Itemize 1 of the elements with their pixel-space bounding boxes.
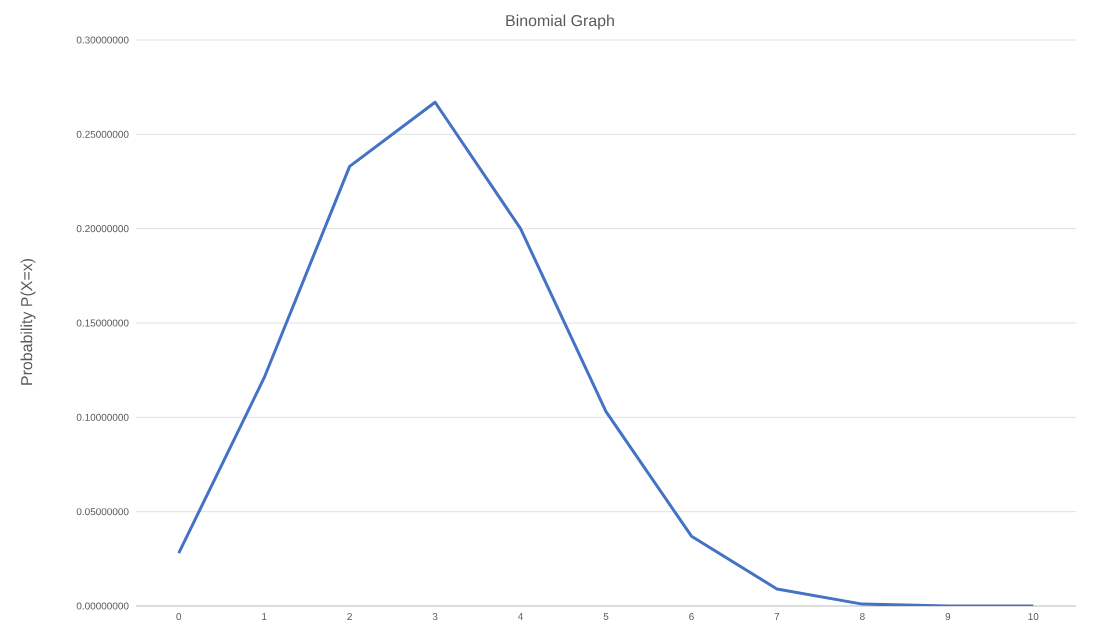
line-series	[177, 100, 1035, 606]
